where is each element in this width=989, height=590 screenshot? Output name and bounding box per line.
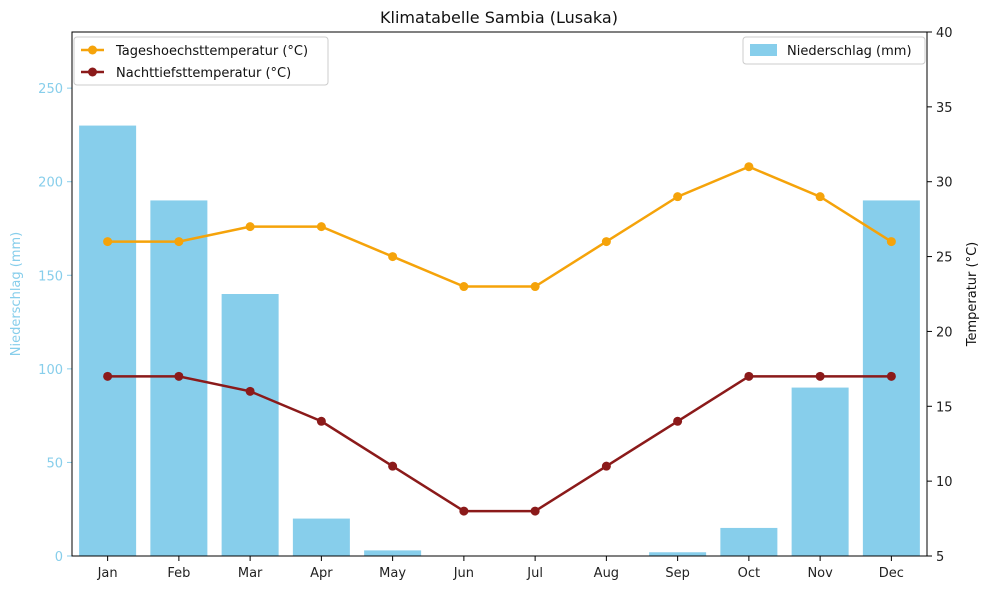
legend-line-high-marker	[88, 45, 97, 55]
y-right-tick-label-5: 5	[936, 550, 944, 565]
legend-line-low-label: Nachttiefsttemperatur (°C)	[116, 66, 291, 81]
point-high-jan	[103, 237, 113, 247]
y-right-tick-label-35: 35	[936, 101, 953, 116]
y-right-axis-ticks: 5 10 15 20 25 30 35 40	[927, 26, 953, 565]
line-high	[107, 165, 893, 288]
y-right-tick-label-25: 25	[936, 251, 953, 266]
point-low-jul	[530, 506, 540, 516]
legend-bars-box	[742, 36, 926, 65]
bar-apr	[292, 518, 350, 556]
bar-mar	[221, 294, 279, 556]
y-right-axis-label: Temperatur (°C)	[965, 242, 980, 348]
bar-oct	[720, 527, 778, 556]
x-tick-label-nov: Nov	[807, 566, 833, 581]
y-right-tick-label-30: 30	[936, 176, 953, 191]
y-left-axis-ticks: 0 50 100 150 200 250	[38, 82, 72, 565]
x-tick-label-jan: Jan	[97, 566, 118, 581]
bar-sep	[649, 552, 707, 556]
x-tick-label-jun: Jun	[453, 566, 474, 581]
bar-nov	[791, 387, 849, 556]
point-low-nov	[815, 371, 825, 381]
y-right-tick-label-15: 15	[936, 400, 953, 415]
point-high-sep	[673, 192, 683, 202]
point-high-jun	[459, 282, 469, 292]
x-tick-label-may: May	[379, 566, 406, 581]
point-low-jan	[103, 371, 113, 381]
x-tick-label-dec: Dec	[879, 566, 904, 581]
point-high-nov	[815, 192, 825, 202]
legend-bar-label: Niederschlag (mm)	[787, 44, 912, 59]
line-low	[107, 375, 892, 513]
point-high-jul	[530, 282, 540, 292]
point-high-feb	[174, 237, 184, 247]
y-left-tick-label-0: 0	[55, 550, 63, 565]
y-right-tick-label-20: 20	[936, 325, 953, 340]
x-tick-label-sep: Sep	[665, 566, 690, 581]
point-high-may	[388, 252, 398, 262]
chart-title: Klimatabelle Sambia (Lusaka)	[380, 8, 618, 27]
x-tick-label-feb: Feb	[167, 566, 190, 581]
point-low-apr	[316, 416, 326, 426]
point-high-dec	[886, 237, 896, 247]
point-low-dec	[886, 371, 896, 381]
bar-jan	[79, 125, 137, 557]
x-tick-label-oct: Oct	[738, 566, 760, 581]
point-high-aug	[601, 237, 611, 247]
x-tick-label-mar: Mar	[238, 566, 263, 581]
point-low-mar	[245, 386, 255, 396]
point-low-jun	[459, 506, 469, 516]
point-high-mar	[245, 222, 255, 232]
legend-bars: Niederschlag (mm)	[742, 36, 926, 65]
legend-lines-box	[73, 36, 329, 86]
y-left-tick-label-100: 100	[38, 363, 63, 378]
x-tick-label-aug: Aug	[594, 566, 619, 581]
legend-line-low-marker	[88, 67, 97, 77]
point-high-apr	[316, 222, 326, 232]
point-high-oct	[744, 162, 754, 172]
point-low-oct	[744, 371, 754, 381]
y-left-tick-label-50: 50	[46, 456, 63, 471]
x-axis-ticks: Jan Feb Mar Apr May Jun Jul Aug Sep Oct Nov Dec	[97, 556, 904, 581]
legend-lines: Tageshoechsttemperatur (°C) Nachttiefstt…	[73, 36, 329, 86]
legend-bar-swatch	[750, 44, 777, 56]
point-low-feb	[174, 371, 184, 381]
bar-may	[364, 550, 422, 556]
y-left-tick-label-200: 200	[38, 176, 63, 191]
lines-group	[103, 162, 896, 516]
x-tick-label-jul: Jul	[526, 566, 543, 581]
y-right-tick-label-40: 40	[936, 26, 953, 41]
y-left-tick-label-250: 250	[38, 82, 63, 97]
bars-group	[79, 125, 920, 557]
y-left-tick-label-150: 150	[38, 269, 63, 284]
x-tick-label-apr: Apr	[310, 566, 333, 581]
legend-line-high-label: Tageshoechsttemperatur (°C)	[115, 44, 308, 59]
y-right-tick-label-10: 10	[936, 475, 953, 490]
plot-frame	[71, 31, 928, 557]
y-left-axis-label: Niederschlag (mm)	[9, 232, 24, 357]
point-low-sep	[673, 416, 683, 426]
point-low-may	[388, 461, 398, 471]
point-low-aug	[601, 461, 611, 471]
